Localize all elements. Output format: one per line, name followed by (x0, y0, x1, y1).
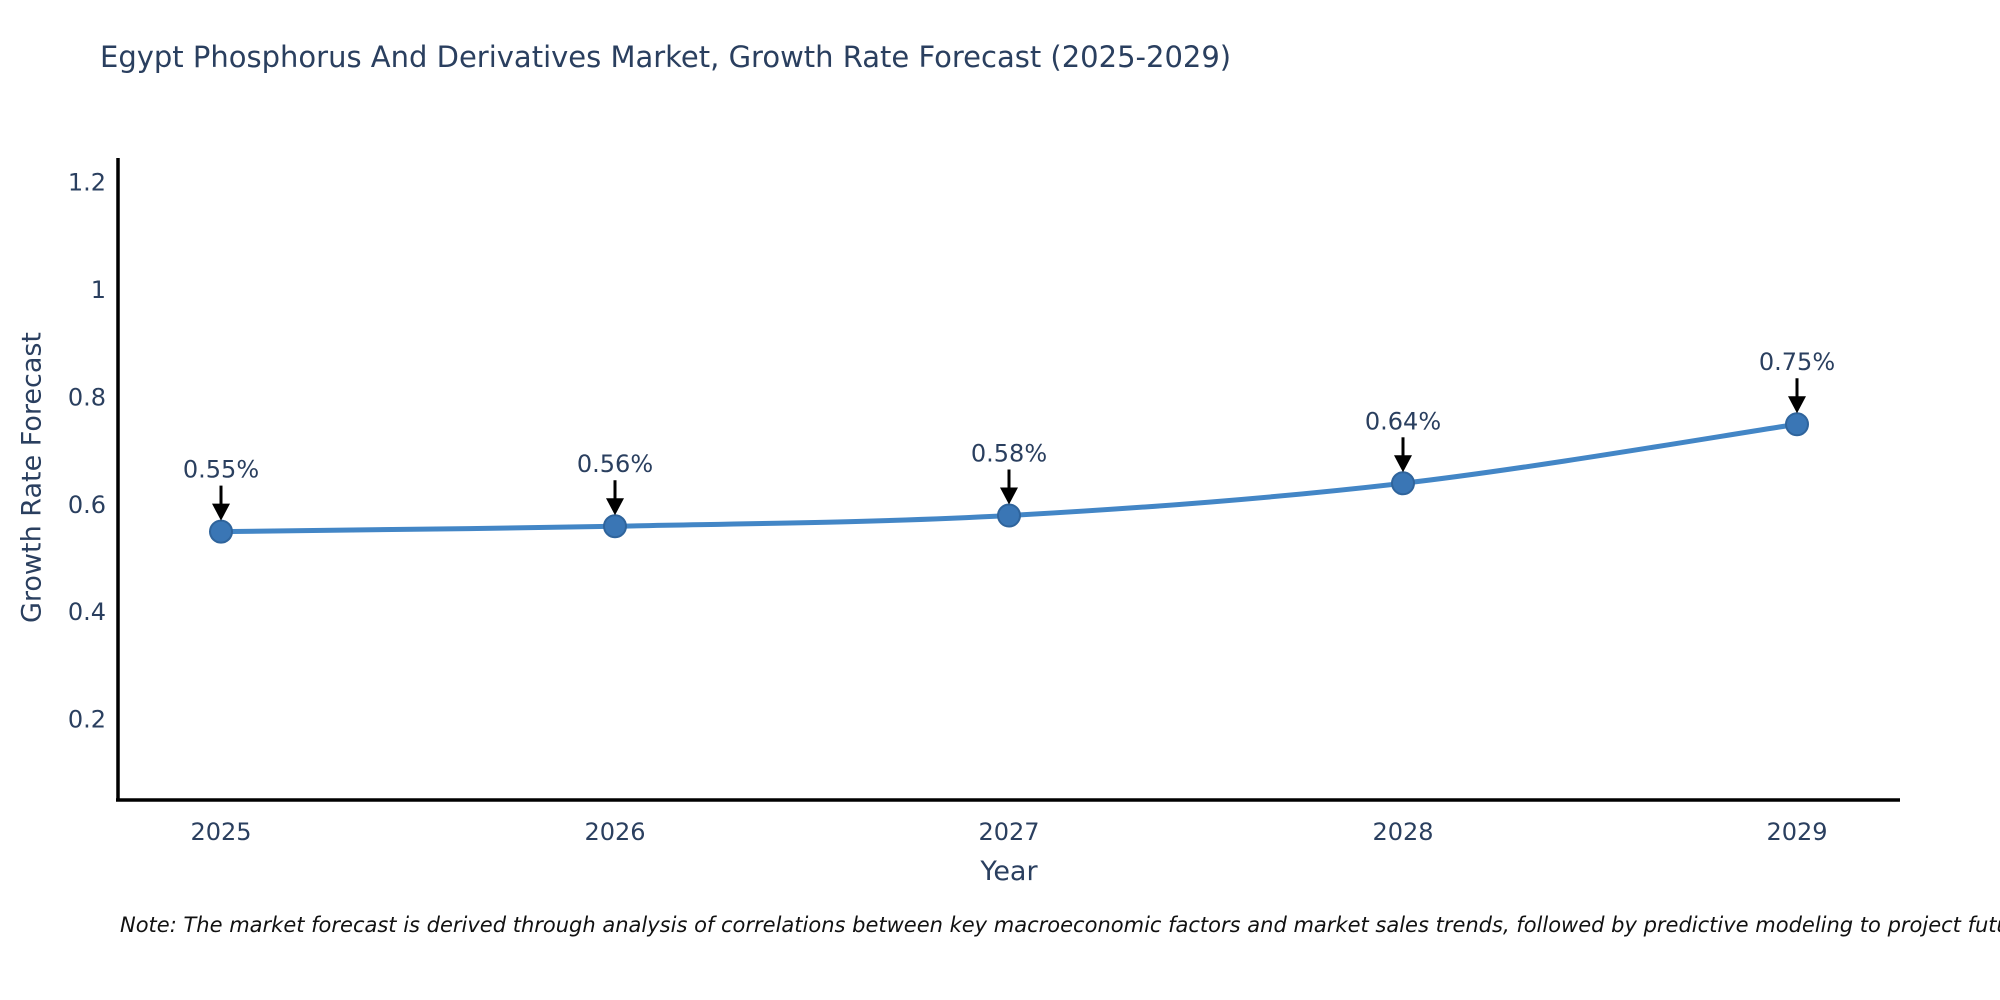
annotation-label: 0.58% (971, 440, 1047, 468)
footnote: Note: The market forecast is derived thr… (120, 913, 2000, 937)
data-point-marker (997, 503, 1021, 528)
annotation-arrow-head (1788, 396, 1806, 414)
data-point-marker (209, 519, 233, 544)
x-tick-label: 2026 (584, 818, 645, 846)
y-tick-label: 0.4 (68, 598, 106, 626)
x-tick-label: 2029 (1766, 818, 1827, 846)
annotation-label: 0.55% (183, 456, 259, 484)
data-point-marker (1785, 412, 1809, 437)
x-tick-label: 2027 (978, 818, 1039, 846)
x-tick-label: 2028 (1372, 818, 1433, 846)
y-tick-label: 0.8 (68, 383, 106, 411)
y-tick-label: 1 (91, 276, 106, 304)
annotation-label: 0.56% (577, 450, 653, 478)
x-axis-title: Year (980, 856, 1038, 887)
y-tick-label: 1.2 (68, 169, 106, 197)
annotation-label: 0.75% (1759, 348, 1835, 376)
annotation-arrow-head (606, 498, 624, 516)
annotation-arrow-head (212, 503, 230, 521)
annotation-label: 0.64% (1365, 407, 1441, 435)
data-point-marker (603, 514, 627, 539)
annotation-arrow-head (1000, 487, 1018, 505)
data-point-marker (1391, 471, 1415, 496)
annotation-arrow-head (1394, 455, 1412, 473)
x-tick-label: 2025 (190, 818, 251, 846)
chart-title: Egypt Phosphorus And Derivatives Market,… (100, 40, 1232, 74)
y-tick-label: 0.6 (68, 491, 106, 519)
y-tick-label: 0.2 (68, 705, 106, 733)
